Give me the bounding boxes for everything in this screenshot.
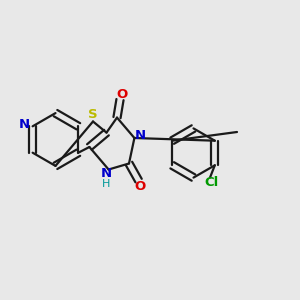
Text: H: H <box>102 179 110 189</box>
Text: S: S <box>88 108 98 122</box>
Text: N: N <box>100 167 112 180</box>
Text: Cl: Cl <box>204 176 219 189</box>
Text: O: O <box>116 88 127 101</box>
Text: N: N <box>19 118 30 131</box>
Text: N: N <box>135 129 146 142</box>
Text: O: O <box>134 179 146 193</box>
